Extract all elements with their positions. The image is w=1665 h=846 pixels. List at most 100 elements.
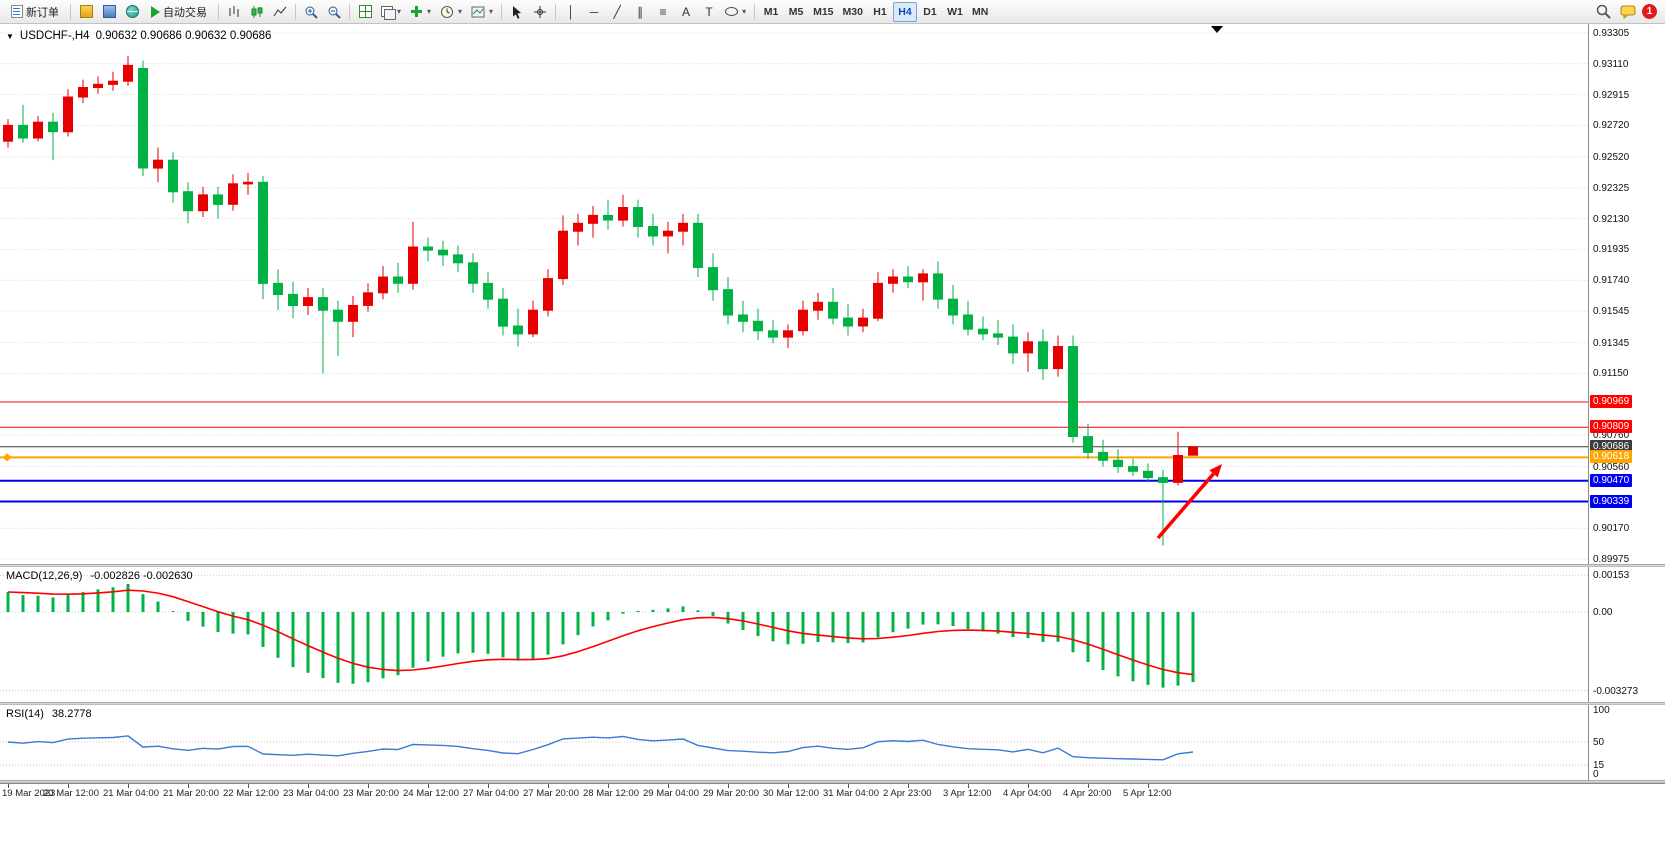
time-axis-label: 27 Mar 04:00 — [463, 788, 519, 799]
crosshair-icon — [534, 5, 547, 18]
panel-separator[interactable] — [0, 702, 1665, 705]
macd-panel[interactable]: 0.00153 0.00 -0.003273 MACD(12,26,9) -0.00… — [0, 567, 1665, 702]
price-axis-label: 0.92520 — [1593, 151, 1630, 163]
new-order-icon — [11, 5, 23, 18]
add-indicator-button[interactable]: ▾ — [406, 2, 435, 22]
notification-badge[interactable]: 1 — [1642, 4, 1657, 19]
search-button[interactable] — [1592, 2, 1615, 22]
time-axis-tick — [68, 784, 69, 788]
panel-separator[interactable] — [0, 564, 1665, 567]
candlestick-mode-button[interactable] — [246, 2, 268, 22]
candle — [543, 269, 553, 317]
line-chart-mode-button[interactable] — [269, 2, 291, 22]
rsi-chart — [0, 735, 1588, 766]
label-tool-button[interactable]: T — [698, 2, 720, 22]
price-level-label: 0.90470 — [1590, 473, 1633, 487]
zoom-out-button[interactable] — [323, 2, 345, 22]
timeframe-m30-button[interactable]: M30 — [839, 2, 867, 22]
dropdown-arrow-icon: ▾ — [742, 7, 747, 16]
symbol-dropdown-icon[interactable]: ▼ — [6, 31, 14, 41]
autotrading-button[interactable]: 自动交易 — [144, 2, 214, 22]
panel-separator[interactable] — [0, 780, 1665, 783]
profiles-button[interactable] — [98, 2, 120, 22]
cascade-windows-button[interactable]: ▾ — [377, 2, 405, 22]
candle — [288, 281, 298, 319]
timeframe-w1-button[interactable]: W1 — [943, 2, 967, 22]
chart-shift-marker[interactable] — [1211, 26, 1223, 33]
price-axis[interactable]: 0.93305 0.93110 0.92915 0.92720 0.92520 0.923… — [1588, 24, 1665, 565]
price-axis-label: 0.90760 — [1593, 430, 1630, 441]
candle — [783, 324, 793, 349]
trendline-tool-button[interactable]: ╱ — [606, 2, 628, 22]
candle — [48, 112, 58, 161]
clock-icon — [441, 5, 454, 18]
community-button[interactable] — [121, 2, 143, 22]
periods-button[interactable]: ▾ — [436, 2, 466, 22]
time-axis-tick — [608, 784, 609, 788]
zoom-in-button[interactable] — [300, 2, 322, 22]
dropdown-arrow-icon: ▾ — [427, 7, 432, 16]
candle — [423, 237, 433, 262]
toolbar-separator — [218, 3, 219, 20]
time-axis-tick — [548, 784, 549, 788]
candle — [333, 300, 343, 356]
text-tool-button[interactable]: A — [675, 2, 697, 22]
candle — [348, 296, 358, 338]
candle — [558, 215, 568, 285]
timeframe-h1-button[interactable]: H1 — [868, 2, 892, 22]
candle — [873, 272, 883, 322]
timeframe-m1-button[interactable]: M1 — [759, 2, 783, 22]
timeframe-d1-button[interactable]: D1 — [918, 2, 942, 22]
bar-chart-mode-button[interactable] — [223, 2, 245, 22]
time-axis-label: 23 Mar 20:00 — [343, 788, 399, 799]
timeframe-h4-button[interactable]: H4 — [892, 1, 917, 22]
time-axis-label: 29 Mar 04:00 — [643, 788, 699, 799]
rsi-axis-label: 0 — [1593, 769, 1599, 780]
cursor-tool-button[interactable] — [506, 2, 528, 22]
candle — [1068, 335, 1078, 443]
new-order-button[interactable]: 新订单 — [4, 2, 66, 22]
time-axis-label: 2 Apr 23:00 — [883, 788, 932, 799]
timeframe-mn-button[interactable]: MN — [968, 2, 992, 22]
candlestick-icon — [251, 5, 263, 18]
rsi-line — [7, 735, 1194, 761]
horizontal-line-tool-button[interactable]: ─ — [583, 2, 605, 22]
macd-axis-label: -0.003273 — [1593, 685, 1639, 697]
fibonacci-tool-button[interactable]: ≡ — [652, 2, 674, 22]
timeframe-m15-button[interactable]: M15 — [809, 2, 837, 22]
price-chart-panel[interactable]: 0.93305 0.93110 0.92915 0.92720 0.92520 0.923… — [0, 24, 1665, 565]
time-axis-tick — [968, 784, 969, 788]
candle — [228, 174, 238, 211]
candle — [633, 199, 643, 238]
crosshair-tool-button[interactable] — [529, 2, 551, 22]
time-axis-label: 22 Mar 12:00 — [223, 788, 279, 799]
time-axis[interactable]: 19 Mar 2023 20 Mar 12:00 21 Mar 04:00 21 Ma… — [0, 783, 1665, 803]
price-axis-label: 0.93305 — [1593, 28, 1630, 39]
candle — [933, 261, 943, 309]
new-chart-button[interactable] — [75, 2, 97, 22]
candle — [813, 292, 823, 320]
timeframe-m5-button[interactable]: M5 — [784, 2, 808, 22]
rsi-name: RSI(14) — [6, 708, 44, 720]
candle — [318, 288, 328, 374]
time-axis-label: 24 Mar 12:00 — [403, 788, 459, 799]
candlestick-chart[interactable] — [0, 24, 1588, 564]
candle — [363, 283, 373, 312]
template-icon — [471, 6, 485, 17]
candle — [378, 266, 388, 300]
shapes-tool-button[interactable]: ▾ — [721, 2, 750, 22]
candle — [453, 245, 463, 273]
toolbar-separator — [754, 3, 756, 20]
vertical-line-tool-button[interactable]: │ — [560, 2, 582, 22]
candle — [888, 269, 898, 293]
rsi-panel[interactable]: 100 50 15 0 RSI(14) 38.2778 — [0, 705, 1665, 780]
channel-tool-button[interactable]: ∥ — [629, 2, 651, 22]
candle — [738, 300, 748, 333]
tile-windows-button[interactable] — [354, 2, 376, 22]
templates-button[interactable]: ▾ — [467, 2, 497, 22]
notifications-button[interactable]: 1 — [1616, 2, 1661, 22]
rsi-axis-label: 15 — [1593, 760, 1605, 772]
time-axis-tick — [1088, 784, 1089, 788]
price-axis-label: 0.90170 — [1593, 523, 1630, 535]
